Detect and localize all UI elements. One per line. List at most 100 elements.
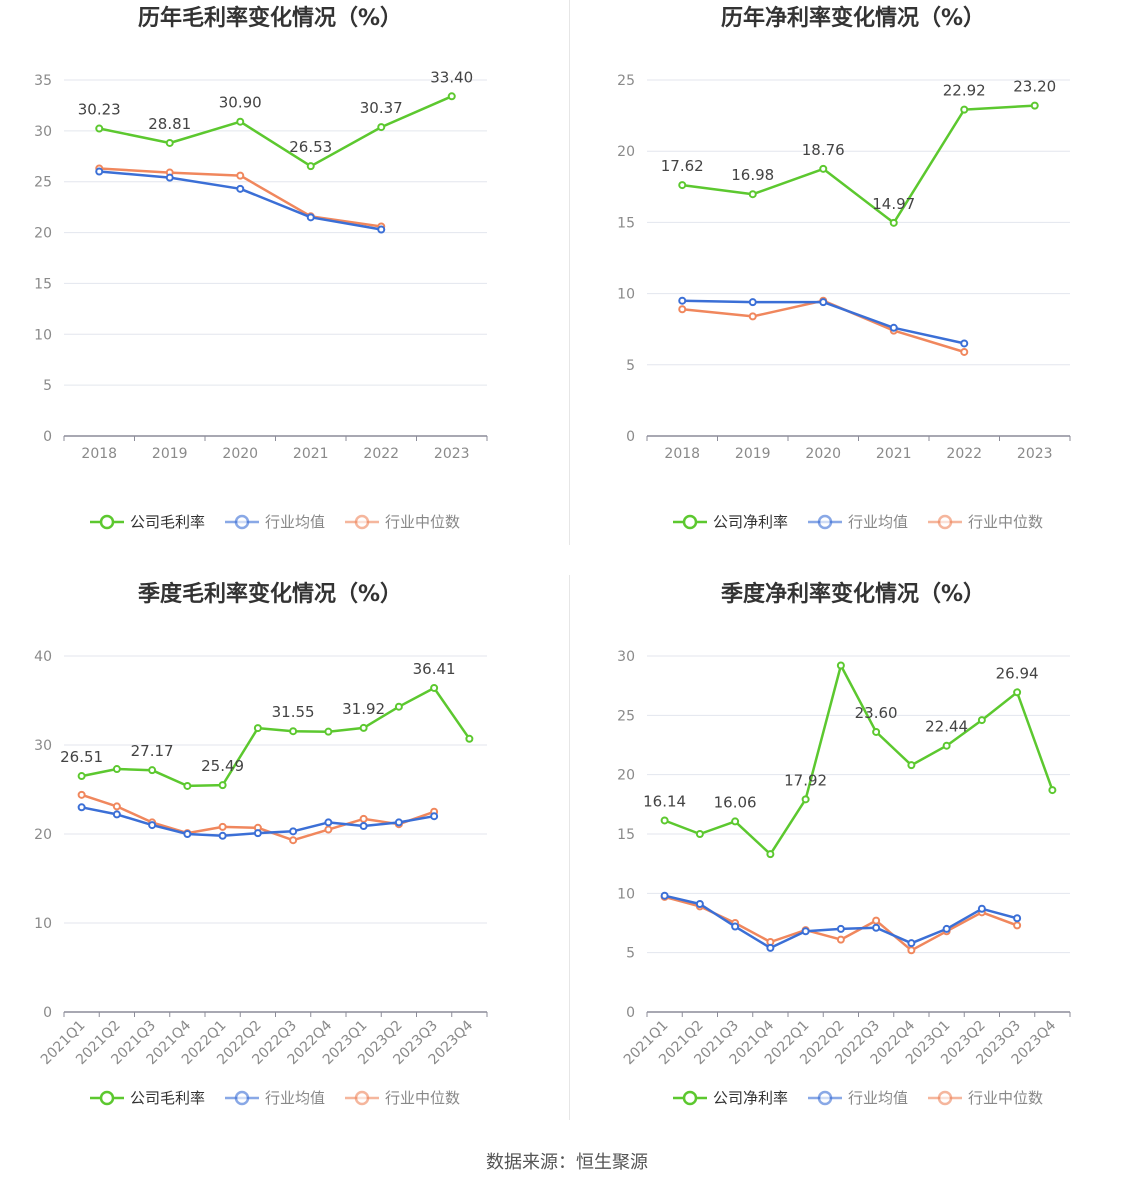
x-tick-label: 2019 (152, 446, 188, 462)
y-tick-label: 25 (34, 175, 52, 191)
data-point-company (766, 850, 775, 859)
data-point-industry-avg (889, 323, 898, 332)
data-point-industry-median (324, 825, 333, 834)
y-tick-label: 20 (617, 768, 635, 784)
data-point-industry-avg (960, 339, 969, 348)
legend-marker (99, 1090, 115, 1106)
data-label: 25.49 (201, 757, 244, 775)
y-tick-label: 20 (34, 827, 52, 843)
x-tick-label: 2022 (363, 446, 399, 462)
y-tick-label: 0 (626, 1005, 635, 1021)
legend-label: 行业均值 (265, 1089, 325, 1107)
chart-svg: 历年毛利率变化情况（%） 0 5 10 15 20 25 30 35 2018 2019 2020 20… (34, 5, 488, 531)
data-label: 26.53 (289, 138, 332, 156)
data-label: 31.92 (342, 700, 385, 718)
data-point-industry-avg (907, 939, 916, 948)
y-tick-label: 40 (34, 649, 52, 665)
data-point-industry-median (678, 305, 687, 314)
legend-label: 行业中位数 (968, 1089, 1043, 1107)
data-point-industry-avg (306, 213, 315, 222)
legend-item-industry-median: 行业中位数 (928, 513, 1043, 531)
legend-marker (99, 514, 115, 530)
legend-item-industry-avg: 行业均值 (808, 513, 908, 531)
y-tick-label: 30 (617, 649, 635, 665)
data-point-industry-median (960, 347, 969, 356)
data-point-industry-median (907, 946, 916, 955)
x-tick-label: 2023 (1017, 446, 1053, 462)
data-point-industry-median (112, 802, 121, 811)
data-point-company (695, 830, 704, 838)
data-label: 23.60 (855, 704, 898, 722)
data-label: 28.81 (148, 115, 191, 133)
data-label: 36.41 (413, 660, 456, 678)
y-tick-label: 20 (617, 144, 635, 160)
legend-label: 行业均值 (265, 513, 325, 531)
y-tick-label: 25 (617, 708, 635, 724)
data-point-company (183, 781, 192, 790)
data-point-company (289, 727, 298, 736)
annual-net-margin-chart: 历年净利率变化情况（%） 0 5 10 15 20 25 2018 2019 2020 2021 20… (583, 0, 1134, 570)
legend-item-industry-avg: 行业均值 (225, 513, 325, 531)
legend-item-industry-avg: 行业均值 (808, 1089, 908, 1107)
data-point-industry-avg (801, 927, 810, 936)
data-source: 数据来源：恒生聚源 (486, 1152, 648, 1173)
data-point-company (907, 761, 916, 770)
x-tick-label: 2022 (946, 446, 982, 462)
legend-label: 公司净利率 (713, 1089, 788, 1107)
legend-item-industry-median: 行业中位数 (345, 1089, 460, 1107)
data-point-company (112, 765, 121, 774)
data-label: 17.62 (661, 157, 704, 175)
data-label: 17.92 (784, 771, 827, 789)
data-point-company (218, 781, 227, 790)
legend-marker (234, 514, 250, 530)
data-point-company (748, 190, 757, 199)
data-point-industry-avg (678, 296, 687, 305)
legend-item-industry-median: 行业中位数 (345, 513, 460, 531)
data-point-company (95, 124, 104, 133)
series-line-industry-median (682, 299, 965, 354)
chart-svg: 历年净利率变化情况（%） 0 5 10 15 20 25 2018 2019 2020 2021 20… (617, 5, 1071, 531)
data-point-company (977, 716, 986, 725)
data-point-industry-avg (77, 803, 86, 812)
data-point-industry-avg (359, 821, 368, 830)
data-point-company (872, 727, 881, 736)
chart-title: 季度毛利率变化情况（%） (138, 581, 402, 607)
x-tick-label: 2023 (434, 446, 470, 462)
legend-marker (937, 514, 953, 530)
data-label: 22.44 (925, 718, 968, 736)
y-tick-label: 5 (626, 358, 635, 374)
data-label: 27.17 (131, 742, 174, 760)
data-point-industry-avg (942, 924, 951, 933)
data-point-industry-avg (289, 827, 298, 836)
legend-label: 行业均值 (848, 1089, 908, 1107)
data-point-industry-median (1013, 921, 1022, 930)
data-point-company (394, 702, 403, 711)
legend-marker (682, 514, 698, 530)
data-point-company (801, 795, 810, 804)
data-point-industry-avg (218, 831, 227, 840)
data-point-industry-median (748, 312, 757, 321)
data-point-company (889, 218, 898, 227)
data-label: 30.23 (78, 101, 121, 119)
legend-item-company: 公司毛利率 (90, 1089, 205, 1107)
data-point-company (960, 105, 969, 114)
series-line-company (664, 664, 1054, 856)
data-point-industry-avg (324, 818, 333, 827)
y-tick-label: 15 (34, 276, 52, 292)
data-point-industry-avg (183, 830, 192, 838)
legend-label: 公司毛利率 (130, 513, 205, 531)
data-point-industry-median (359, 814, 368, 823)
data-point-industry-avg (377, 225, 386, 234)
data-label: 16.14 (643, 792, 686, 810)
legend-label: 公司净利率 (713, 513, 788, 531)
series-line-company (81, 686, 471, 788)
y-tick-label: 30 (34, 124, 52, 140)
data-point-industry-avg (236, 184, 245, 193)
series-line-company (682, 104, 1035, 225)
series-line-company (99, 95, 453, 168)
y-tick-label: 25 (617, 73, 635, 89)
legend-item-industry-median: 行业中位数 (928, 1089, 1043, 1107)
data-label: 22.92 (943, 82, 986, 100)
data-label: 33.40 (430, 68, 473, 86)
data-label: 30.90 (219, 94, 262, 112)
